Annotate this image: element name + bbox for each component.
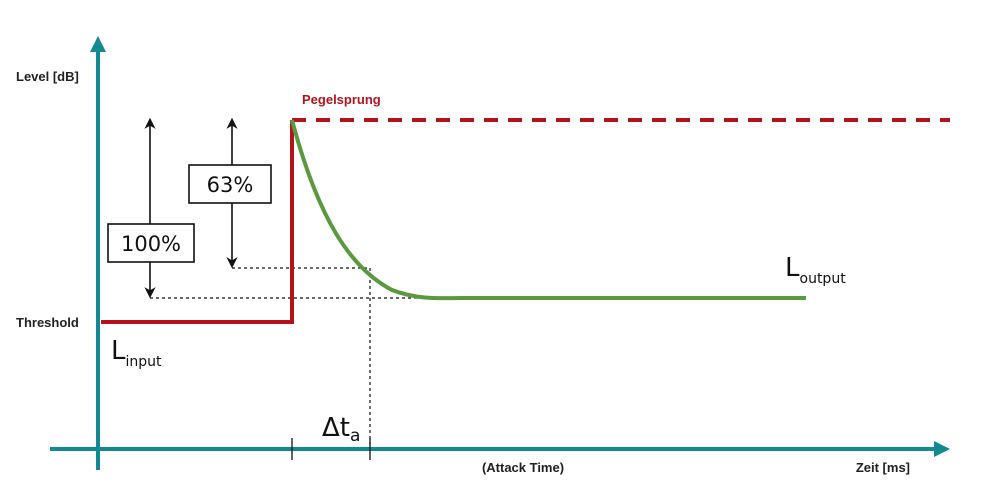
input-label: Linput <box>111 336 162 370</box>
pct-partial-label: 63% <box>207 173 254 197</box>
output-level-curve <box>290 119 806 301</box>
x-axis-label: Zeit [ms] <box>856 460 910 475</box>
pct-partial-box <box>188 164 272 204</box>
threshold-label: Threshold <box>16 315 79 330</box>
y-axis-label: Level [dB] <box>16 69 79 84</box>
attack-time-label: (Attack Time) <box>482 460 564 475</box>
pct-full-label: 100% <box>121 232 181 256</box>
input-level-line <box>101 120 294 324</box>
pct-full-box <box>107 223 195 263</box>
attack-delta-label: Δta <box>322 413 360 446</box>
output-label: Loutput <box>785 253 846 287</box>
step-label: Pegelsprung <box>302 92 381 107</box>
